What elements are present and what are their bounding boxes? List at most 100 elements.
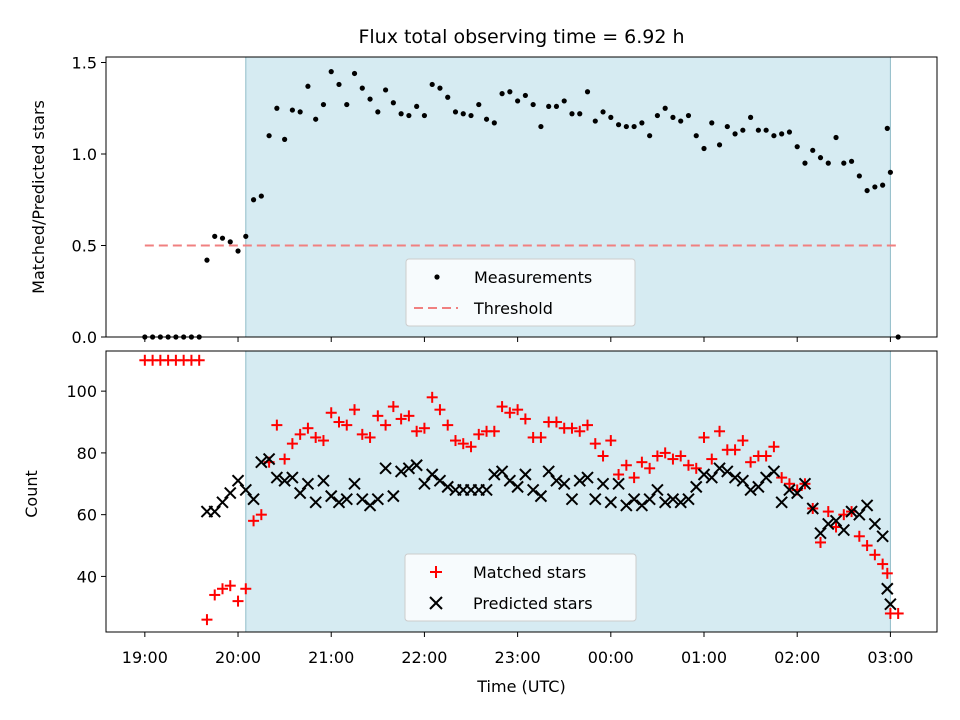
matched-star-point <box>232 595 244 607</box>
predicted-star-point <box>573 474 586 487</box>
predicted-star-point <box>247 493 260 506</box>
x-tick-label: 02:00 <box>774 648 820 667</box>
matched-star-point <box>651 450 663 462</box>
measurement-point <box>584 89 591 95</box>
predicted-star-point <box>488 468 501 481</box>
legend-box <box>404 553 637 622</box>
matched-star-point <box>442 419 454 431</box>
predicted-star-point <box>721 465 734 478</box>
predicted-star-point <box>767 465 781 478</box>
matched-star-point <box>325 407 337 419</box>
matched-star-point <box>574 425 586 437</box>
predicted-star-point <box>534 489 548 503</box>
matched-star-point <box>861 540 873 552</box>
matched-star-point <box>271 419 283 431</box>
panel-top: 0.0 0.5 1.0 1.5 Flux total observing time =… <box>29 26 938 347</box>
predicted-star-point <box>651 483 664 497</box>
measurement-point <box>833 134 839 141</box>
predicted-star-point <box>837 523 851 537</box>
measurement-point <box>258 193 264 199</box>
measurement-point <box>452 109 459 115</box>
measurement-point <box>305 83 311 89</box>
matched-star-point <box>411 425 423 437</box>
y-tick-label: 100 <box>66 382 97 401</box>
predicted-star-point <box>565 493 579 506</box>
predicted-star-point <box>325 489 338 503</box>
predicted-star-point <box>293 486 307 500</box>
matched-star-point <box>822 506 834 518</box>
x-tick-label: 21:00 <box>308 648 354 667</box>
predicted-star-point <box>806 502 819 515</box>
measurement-point <box>763 127 769 133</box>
matched-star-point <box>349 404 361 416</box>
predicted-star-point <box>697 468 711 481</box>
measurement-point <box>460 111 466 117</box>
measurement-point <box>561 98 567 104</box>
matched-star-point <box>310 431 322 443</box>
matched-star-point <box>504 407 516 419</box>
matched-star-point <box>317 435 329 447</box>
predicted-star-point <box>690 480 703 494</box>
measurement-point <box>219 235 226 241</box>
predicted-star-point <box>860 499 874 512</box>
predicted-star-point <box>783 483 796 497</box>
measurement-point <box>476 101 482 108</box>
matched-star-point <box>783 478 795 490</box>
matched-star-point <box>302 422 314 434</box>
matched-star-point <box>294 428 306 440</box>
measurement-point <box>670 114 676 120</box>
predicted-star-point <box>759 471 773 484</box>
y-tick-label: 0.5 <box>72 236 97 255</box>
measurement-point <box>282 136 288 142</box>
measurement-point <box>530 101 536 108</box>
predicted-star-point <box>387 489 400 503</box>
measurement-point <box>367 96 373 102</box>
predicted-star-point <box>790 486 804 500</box>
legend-predicted-label: Predicted stars <box>473 594 593 613</box>
panel-bottom-frame <box>105 350 938 633</box>
predicted-star-point <box>627 493 641 506</box>
predicted-star-point <box>239 483 253 497</box>
predicted-star-point <box>658 496 672 509</box>
predicted-star-point <box>612 477 625 490</box>
predicted-star-point <box>674 496 687 509</box>
measurement-point <box>802 160 808 166</box>
measurement-point <box>359 85 365 91</box>
predicted-star-point <box>441 480 454 494</box>
legend-measurements-marker <box>434 274 440 280</box>
panel-top-y-axis-label: Matched/Predicted stars <box>29 100 48 294</box>
measurement-point <box>647 133 653 139</box>
measurement-point <box>569 111 575 117</box>
legend-predicted-marker <box>429 596 443 610</box>
predicted-star-point <box>814 526 827 540</box>
legend-matched-label: Matched stars <box>473 563 586 582</box>
predicted-star-point <box>379 462 392 475</box>
predicted-star-point <box>728 471 742 484</box>
measurement-point <box>235 248 241 254</box>
panel-top-y-ticks: 0.0 0.5 1.0 1.5 <box>72 53 106 347</box>
measurement-point <box>887 169 894 175</box>
matched-star-point <box>488 425 500 437</box>
predicted-star-point <box>402 462 416 475</box>
matched-star-point <box>550 416 562 428</box>
measurement-point <box>623 123 629 130</box>
chart-title: Flux total observing time = 6.92 h <box>358 26 684 48</box>
measurement-point <box>212 233 218 239</box>
matched-star-point <box>248 515 260 527</box>
matched-star-point <box>333 416 345 428</box>
measurement-point <box>748 114 754 120</box>
predicted-star-point <box>317 474 330 487</box>
measurement-point <box>817 155 824 161</box>
legend-matched-marker <box>430 566 442 578</box>
matched-star-point <box>760 450 772 462</box>
predicted-star-point <box>224 486 237 500</box>
legend-threshold-label: Threshold <box>473 299 553 318</box>
predicted-star-point <box>643 493 656 506</box>
measurement-point <box>483 116 490 122</box>
matched-star-point <box>356 428 368 440</box>
measurement-point <box>266 133 272 139</box>
predicted-star-point <box>775 496 788 509</box>
predicted-star-point <box>884 598 897 611</box>
y-tick-label: 80 <box>77 444 97 463</box>
measurement-point <box>794 144 800 150</box>
